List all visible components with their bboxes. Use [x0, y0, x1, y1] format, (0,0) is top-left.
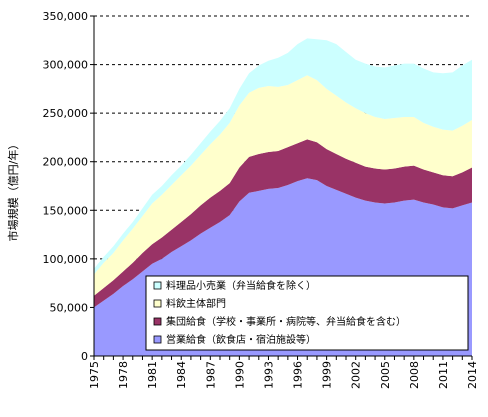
- y-tick-label: 250,000: [43, 107, 89, 120]
- y-tick-label: 50,000: [50, 301, 89, 314]
- series-area-2: [94, 139, 472, 308]
- x-tick-label: 1987: [204, 361, 217, 389]
- x-tick-label: 1996: [292, 361, 305, 389]
- x-tick-label: 2011: [437, 361, 450, 389]
- legend-label: 営業給食（飲食店・宿泊施設等）: [166, 333, 316, 346]
- y-tick-label: 300,000: [43, 59, 89, 72]
- x-tick-label: 1990: [233, 361, 246, 389]
- x-tick-label: 1999: [321, 361, 334, 389]
- x-tick-label: 1984: [175, 361, 188, 389]
- legend-swatch: [153, 281, 162, 290]
- legend-label: 料理品小売業（弁当給食を除く）: [166, 279, 316, 292]
- x-tick-label: 2014: [466, 361, 479, 389]
- series-area-3: [94, 75, 472, 296]
- legend-swatch: [153, 299, 162, 308]
- x-tick-label: 1993: [262, 361, 275, 389]
- x-tick-label: 2005: [379, 361, 392, 389]
- x-tick-label: 2002: [350, 361, 363, 389]
- legend-label: 料飲主体部門: [166, 297, 226, 310]
- legend-swatch: [153, 335, 162, 344]
- legend-label: 集団給食（学校・事業所・病院等、弁当給食を含む）: [166, 315, 406, 328]
- x-tick-label: 1978: [117, 361, 130, 389]
- y-tick-label: 350,000: [43, 10, 89, 23]
- legend-swatch: [153, 317, 162, 326]
- y-tick-label: 0: [81, 350, 88, 363]
- y-tick-label: 100,000: [43, 253, 89, 266]
- x-tick-label: 2008: [408, 361, 421, 389]
- series-area-4: [94, 38, 472, 275]
- x-tick-label: 1981: [146, 361, 159, 389]
- legend: 料理品小売業（弁当給食を除く） 料飲主体部門集団給食（学校・事業所・病院等、弁当給…: [145, 275, 469, 351]
- y-tick-label: 200,000: [43, 156, 89, 169]
- axes: 0 50,000 100,000 150,000 200,000 250,000 300,0…: [43, 10, 480, 389]
- y-axis-label: 市場規模（億円/年）: [6, 139, 20, 242]
- x-tick-label: 1975: [88, 361, 101, 389]
- y-tick-label: 150,000: [43, 204, 89, 217]
- legend-box: [145, 275, 469, 351]
